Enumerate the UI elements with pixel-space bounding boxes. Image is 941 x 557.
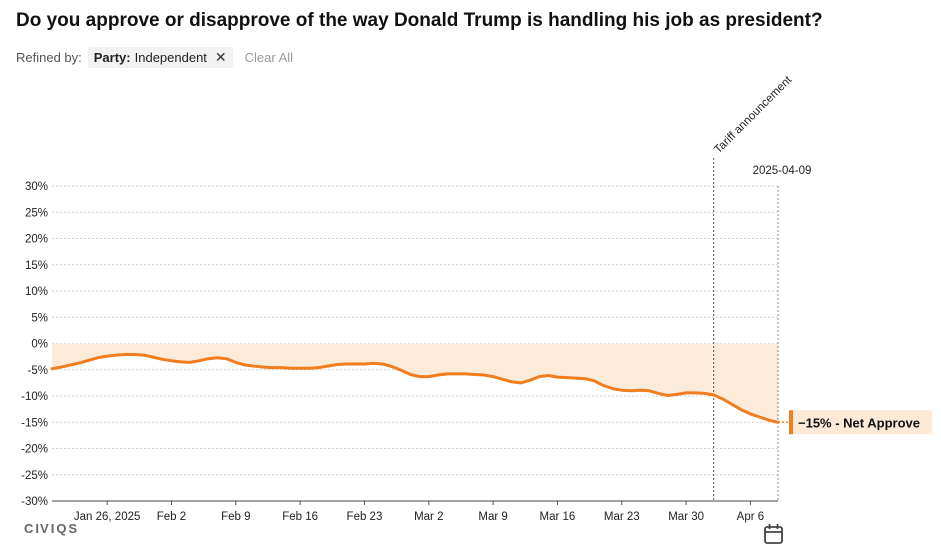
y-tick-label: 5% bbox=[31, 312, 48, 324]
close-icon[interactable]: ✕ bbox=[214, 49, 227, 65]
filter-value: Independent bbox=[134, 50, 207, 65]
end-label-text: −15% - Net Approve bbox=[798, 415, 920, 430]
y-tick-label: -10% bbox=[21, 391, 48, 403]
y-tick-label: 10% bbox=[25, 286, 48, 298]
y-tick-label: -20% bbox=[21, 444, 48, 456]
x-tick-label: Mar 23 bbox=[604, 511, 640, 523]
x-tick-label: Feb 23 bbox=[347, 511, 383, 523]
y-tick-label: 0% bbox=[31, 339, 48, 351]
x-tick-label: Feb 9 bbox=[221, 511, 250, 523]
calendar-icon[interactable] bbox=[764, 523, 784, 550]
net-approve-area bbox=[52, 343, 778, 423]
net-approve-line bbox=[50, 353, 780, 424]
end-label-marker bbox=[789, 410, 793, 435]
page-title: Do you approve or disapprove of the way … bbox=[16, 10, 823, 31]
x-tick-label: Mar 16 bbox=[540, 511, 576, 523]
date-cursor-label: 2025-04-09 bbox=[753, 165, 812, 177]
x-tick-label: Apr 6 bbox=[737, 511, 765, 523]
end-label-box bbox=[793, 410, 932, 435]
x-tick-label: Mar 2 bbox=[414, 511, 443, 523]
x-tick-label: Feb 2 bbox=[157, 511, 186, 523]
y-tick-label: 15% bbox=[25, 260, 48, 272]
refined-by-label: Refined by: bbox=[16, 50, 82, 65]
y-tick-label: -15% bbox=[21, 417, 48, 429]
y-tick-label: -30% bbox=[21, 496, 48, 508]
x-tick-label: Jan 26, 2025 bbox=[74, 511, 141, 523]
y-tick-label: -25% bbox=[21, 470, 48, 482]
filter-key: Party: bbox=[93, 50, 131, 65]
tariff-label: Tariff announcement bbox=[712, 74, 795, 157]
x-tick-label: Feb 16 bbox=[282, 511, 318, 523]
civiqs-logo: CIVIQS bbox=[24, 521, 80, 536]
x-tick-label: Mar 30 bbox=[668, 511, 704, 523]
x-tick-label: Mar 9 bbox=[478, 511, 507, 523]
filter-bar: Refined by: Party: Independent ✕ Clear A… bbox=[16, 47, 293, 68]
y-tick-label: 30% bbox=[25, 181, 48, 193]
y-tick-label: -5% bbox=[28, 365, 48, 377]
filter-chip-party[interactable]: Party: Independent ✕ bbox=[87, 47, 233, 68]
clear-all-button[interactable]: Clear All bbox=[244, 50, 294, 65]
y-tick-label: 20% bbox=[25, 234, 48, 246]
y-tick-label: 25% bbox=[25, 207, 48, 219]
